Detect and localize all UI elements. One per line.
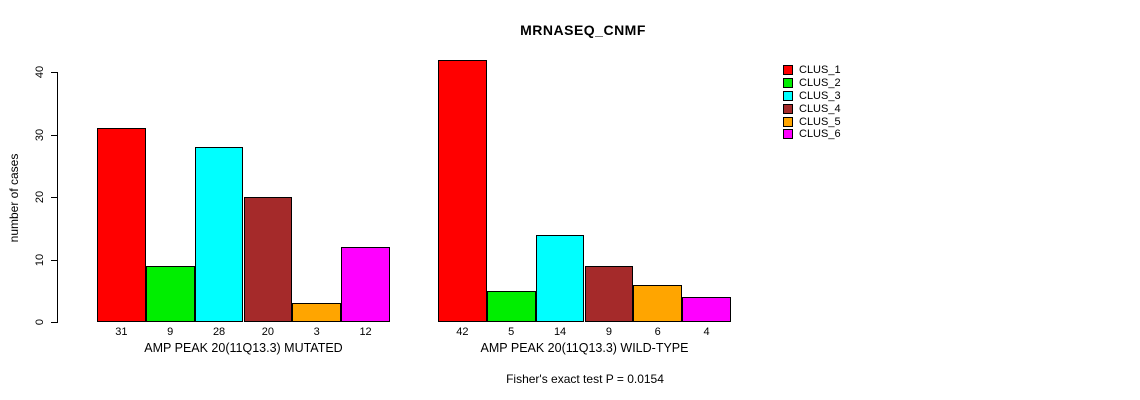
y-tick-label-10: 10 bbox=[34, 253, 46, 266]
legend-item-clus_3: CLUS_3 bbox=[783, 90, 841, 103]
bar-value-label-clus_2-wildtype: 5 bbox=[508, 326, 515, 338]
legend-swatch-clus_4 bbox=[783, 103, 793, 114]
bar-value-label-clus_1-mutated: 31 bbox=[115, 326, 128, 338]
bar-clus_2-mutated bbox=[145, 265, 195, 322]
legend-label-clus_6: CLUS_6 bbox=[799, 128, 841, 141]
y-tick-mark-10 bbox=[51, 259, 57, 261]
legend-swatch-clus_2 bbox=[783, 78, 793, 89]
bar-value-label-clus_6-mutated: 12 bbox=[359, 326, 372, 338]
legend-swatch-clus_3 bbox=[783, 90, 793, 101]
y-axis-label: number of cases bbox=[7, 153, 21, 243]
y-tick-label-40: 40 bbox=[34, 65, 46, 79]
y-axis-line bbox=[57, 72, 58, 323]
legend: CLUS_1 CLUS_2 CLUS_3 CLUS_4 CLUS_5 CLUS_6 bbox=[783, 64, 841, 141]
y-tick-label-30: 30 bbox=[34, 128, 46, 141]
legend-item-clus_1: CLUS_1 bbox=[783, 64, 841, 77]
y-tick-mark-40 bbox=[51, 72, 57, 73]
bar-value-label-clus_5-wildtype: 6 bbox=[654, 326, 661, 338]
bar-value-label-clus_3-wildtype: 14 bbox=[553, 326, 567, 338]
chart-title: MRNASEQ_CNMF bbox=[520, 22, 646, 38]
bar-clus_6-mutated bbox=[341, 247, 390, 322]
bar-clus_1-wildtype bbox=[438, 59, 487, 322]
bar-clus_6-wildtype bbox=[682, 297, 731, 322]
bar-clus_3-wildtype bbox=[535, 234, 585, 322]
bar-clus_5-wildtype bbox=[633, 284, 683, 322]
bar-clus_5-mutated bbox=[292, 303, 342, 322]
bar-clus_4-wildtype bbox=[584, 265, 634, 322]
legend-label-clus_5: CLUS_5 bbox=[799, 115, 841, 128]
legend-item-clus_5: CLUS_5 bbox=[783, 115, 841, 128]
legend-swatch-clus_1 bbox=[783, 65, 793, 76]
legend-item-clus_4: CLUS_4 bbox=[783, 102, 841, 115]
x-axis-label-wildtype: AMP PEAK 20(11Q13.3) WILD-TYPE bbox=[480, 341, 689, 355]
bar-value-label-clus_1-wildtype: 42 bbox=[456, 326, 469, 338]
bar-value-label-clus_2-mutated: 9 bbox=[167, 326, 174, 338]
bar-value-label-clus_5-mutated: 3 bbox=[313, 326, 320, 338]
bar-clus_4-mutated bbox=[243, 197, 293, 322]
legend-item-clus_2: CLUS_2 bbox=[783, 77, 841, 90]
y-tick-label-0: 0 bbox=[34, 318, 46, 326]
y-tick-mark-0 bbox=[51, 322, 57, 323]
bar-clus_2-wildtype bbox=[486, 290, 536, 322]
legend-label-clus_3: CLUS_3 bbox=[799, 89, 841, 102]
bar-value-label-clus_3-mutated: 28 bbox=[212, 326, 226, 338]
fisher-test-caption: Fisher's exact test P = 0.0154 bbox=[506, 372, 664, 386]
bar-value-label-clus_4-mutated: 20 bbox=[261, 326, 275, 338]
legend-label-clus_4: CLUS_4 bbox=[799, 102, 841, 115]
legend-label-clus_1: CLUS_1 bbox=[799, 64, 841, 77]
y-tick-mark-20 bbox=[51, 197, 57, 198]
legend-swatch-clus_6 bbox=[783, 129, 793, 140]
legend-item-clus_6: CLUS_6 bbox=[783, 128, 841, 141]
legend-swatch-clus_5 bbox=[783, 116, 793, 127]
legend-label-clus_2: CLUS_2 bbox=[799, 77, 841, 90]
x-axis-label-mutated: AMP PEAK 20(11Q13.3) MUTATED bbox=[144, 341, 343, 355]
y-tick-mark-30 bbox=[51, 134, 57, 136]
bar-value-label-clus_6-wildtype: 4 bbox=[703, 326, 710, 338]
bar-clus_1-mutated bbox=[97, 128, 146, 322]
bar-value-label-clus_4-wildtype: 9 bbox=[605, 326, 612, 338]
bar-clus_3-mutated bbox=[194, 147, 244, 322]
y-tick-label-20: 20 bbox=[34, 190, 46, 204]
